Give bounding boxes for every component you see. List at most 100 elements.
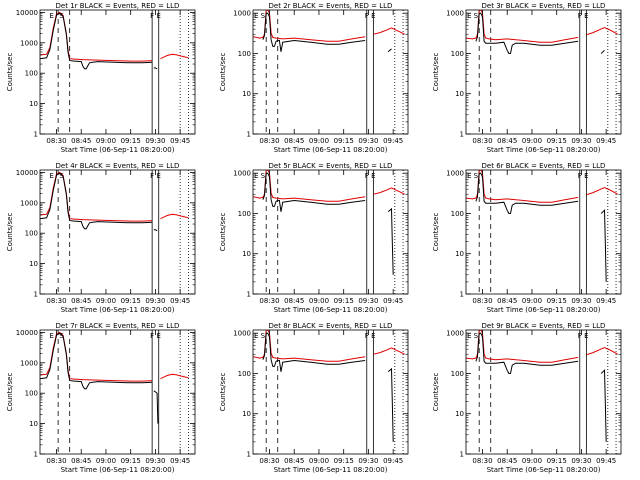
x-tick-label: 09:15 — [334, 297, 354, 305]
segment-marker-label: E — [49, 172, 53, 180]
x-tick-label: 09:45 — [596, 457, 616, 465]
x-tick-label: 08:45 — [71, 297, 91, 305]
x-tick-label: 09:00 — [96, 137, 116, 145]
events-rate-line — [262, 12, 366, 52]
lld-rate-line — [466, 330, 579, 363]
events-rate-line — [600, 49, 605, 54]
lld-rate-line — [40, 171, 153, 222]
y-tick-label: 1 — [34, 131, 38, 139]
x-tick-label: 08:45 — [284, 297, 304, 305]
events-rate-line — [153, 67, 158, 70]
y-axis-label: Counts/sec — [6, 53, 14, 92]
x-tick-label: 09:15 — [547, 297, 567, 305]
y-tick-label: 10 — [242, 90, 251, 98]
series-group — [253, 330, 405, 454]
series-group — [466, 330, 618, 454]
segment-marker-label: S — [474, 172, 479, 180]
y-tick-label: 10 — [455, 90, 464, 98]
events-rate-line — [40, 332, 153, 390]
segment-marker-label: E — [157, 12, 161, 20]
segment-marker-label: E — [254, 332, 258, 340]
panel-title: Det 3r BLACK = Events, RED = LLD — [482, 2, 606, 10]
y-tick-label: 10000 — [16, 9, 38, 17]
panel-title: Det 6r BLACK = Events, RED = LLD — [482, 162, 606, 170]
plot-frame — [39, 169, 196, 295]
y-tick-label: 10 — [29, 100, 38, 108]
x-axis-label: Start Time (06-Sep-11 08:20:00) — [487, 146, 601, 154]
segment-marker-label: F — [150, 332, 154, 340]
y-tick-label: 1 — [460, 451, 464, 459]
plot-frame — [252, 9, 409, 135]
y-tick-label: 1 — [247, 451, 251, 459]
lld-rate-line — [373, 27, 405, 35]
segment-marker-label: E — [584, 172, 588, 180]
segment-marker-label: F — [150, 12, 154, 20]
events-rate-line — [40, 12, 153, 70]
x-tick-label: 09:00 — [522, 457, 542, 465]
plot-frame — [252, 329, 409, 455]
y-tick-label: 1 — [34, 451, 38, 459]
x-tick-label: 08:45 — [71, 457, 91, 465]
y-tick-label: 10 — [29, 260, 38, 268]
y-tick-label: 1000 — [446, 330, 464, 338]
x-tick-label: 09:30 — [571, 457, 591, 465]
x-tick-label: 08:30 — [46, 457, 66, 465]
y-axis-label: Counts/sec — [6, 373, 14, 412]
x-axis-label: Start Time (06-Sep-11 08:20:00) — [61, 466, 175, 474]
y-tick-label: 1000 — [20, 39, 38, 47]
y-axis-label: Counts/sec — [219, 373, 227, 412]
y-axis-label: Counts/sec — [6, 213, 14, 252]
events-rate-line — [475, 332, 579, 374]
x-tick-label: 08:45 — [71, 137, 91, 145]
segment-marker-label: E — [157, 172, 161, 180]
segment-marker-label: F — [365, 12, 369, 20]
y-tick-label: 10 — [455, 250, 464, 258]
y-tick-label: 10 — [29, 420, 38, 428]
segment-marker-label: E — [254, 172, 258, 180]
x-tick-label: 08:30 — [472, 457, 492, 465]
y-tick-label: 100 — [451, 370, 464, 378]
x-tick-label: 08:30 — [259, 297, 279, 305]
x-tick-label: 09:30 — [358, 297, 378, 305]
x-tick-label: 09:15 — [121, 297, 141, 305]
x-tick-label: 09:15 — [547, 457, 567, 465]
events-rate-line — [600, 369, 607, 442]
x-tick-label: 08:45 — [284, 137, 304, 145]
y-tick-label: 100 — [238, 370, 251, 378]
x-tick-label: 09:45 — [170, 457, 190, 465]
x-tick-label: 09:00 — [96, 457, 116, 465]
x-tick-label: 09:15 — [547, 137, 567, 145]
events-rate-line — [153, 229, 158, 232]
segment-marker-label: E — [371, 332, 375, 340]
y-axis-label: Counts/sec — [432, 53, 440, 92]
x-tick-label: 09:30 — [358, 137, 378, 145]
segment-marker-label: S — [261, 172, 266, 180]
y-tick-label: 1 — [247, 131, 251, 139]
x-tick-label: 09:30 — [145, 297, 165, 305]
events-rate-line — [262, 332, 366, 372]
segment-marker-label: E — [371, 12, 375, 20]
x-tick-label: 08:30 — [259, 457, 279, 465]
panel-title: Det 8r BLACK = Events, RED = LLD — [269, 322, 393, 330]
lld-rate-line — [586, 26, 618, 36]
plot-frame — [465, 9, 622, 135]
lld-rate-line — [160, 373, 189, 380]
events-rate-line — [387, 48, 392, 53]
segment-marker-label: S — [474, 12, 479, 20]
x-tick-label: 09:00 — [309, 297, 329, 305]
series-group — [40, 10, 189, 134]
y-tick-label: 1000 — [446, 170, 464, 178]
events-rate-line — [387, 207, 394, 275]
x-axis-label: Start Time (06-Sep-11 08:20:00) — [274, 466, 388, 474]
x-tick-label: 09:30 — [358, 457, 378, 465]
panel-title: Det 5r BLACK = Events, RED = LLD — [269, 162, 393, 170]
y-tick-label: 100 — [25, 70, 38, 78]
y-tick-label: 100 — [238, 210, 251, 218]
segment-marker-label: F — [365, 172, 369, 180]
x-tick-label: 08:45 — [497, 457, 517, 465]
